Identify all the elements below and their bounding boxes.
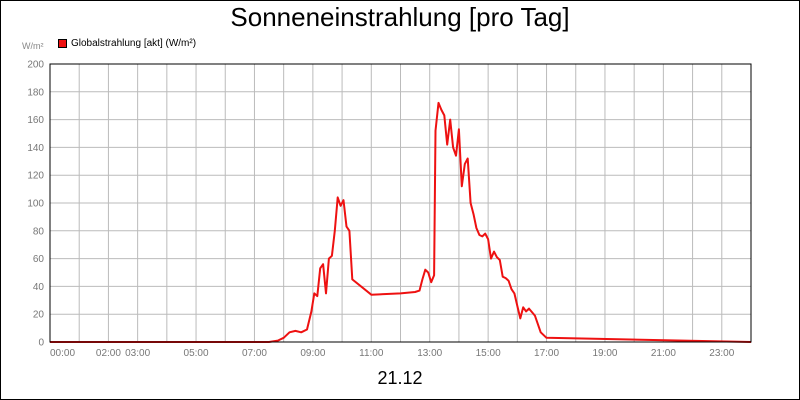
- x-tick-label: 09:00: [300, 348, 325, 359]
- x-tick-label: 07:00: [242, 348, 267, 359]
- legend: Globalstrahlung [akt] (W/m²): [58, 38, 196, 49]
- y-tick-label: 60: [33, 254, 45, 265]
- legend-label: Globalstrahlung [akt] (W/m²): [71, 38, 197, 49]
- x-tick-label: 02:00: [96, 348, 121, 359]
- y-tick-label: 160: [27, 115, 44, 126]
- x-tick-label: 21:00: [651, 348, 676, 359]
- x-tick-label: 03:00: [125, 348, 150, 359]
- y-tick-label: 20: [33, 310, 45, 321]
- date-label: 21.12: [377, 368, 423, 388]
- y-tick-label: 40: [33, 282, 45, 293]
- y-tick-label: 100: [27, 199, 44, 210]
- x-tick-label: 05:00: [184, 348, 209, 359]
- plot-area: [49, 63, 752, 343]
- series-line: [50, 101, 752, 343]
- chart-title: Sonneneinstrahlung [pro Tag]: [230, 2, 570, 32]
- x-tick-label: 19:00: [592, 348, 617, 359]
- legend-swatch: [58, 39, 67, 48]
- y-tick-label: 80: [33, 226, 45, 237]
- x-tick-label: 00:00: [50, 348, 75, 359]
- x-tick-label: 13:00: [417, 348, 442, 359]
- x-tick-label: 17:00: [534, 348, 559, 359]
- x-tick-label: 15:00: [476, 348, 501, 359]
- y-tick-label: 0: [38, 338, 44, 349]
- x-tick-label: 23:00: [709, 348, 734, 359]
- x-tick-label: 11:00: [359, 348, 384, 359]
- y-tick-label: 140: [27, 143, 44, 154]
- y-tick-label: 180: [27, 87, 44, 98]
- y-tick-label: 200: [27, 60, 44, 71]
- y-tick-label: 120: [27, 171, 44, 182]
- y-unit-label: W/m²: [22, 41, 44, 51]
